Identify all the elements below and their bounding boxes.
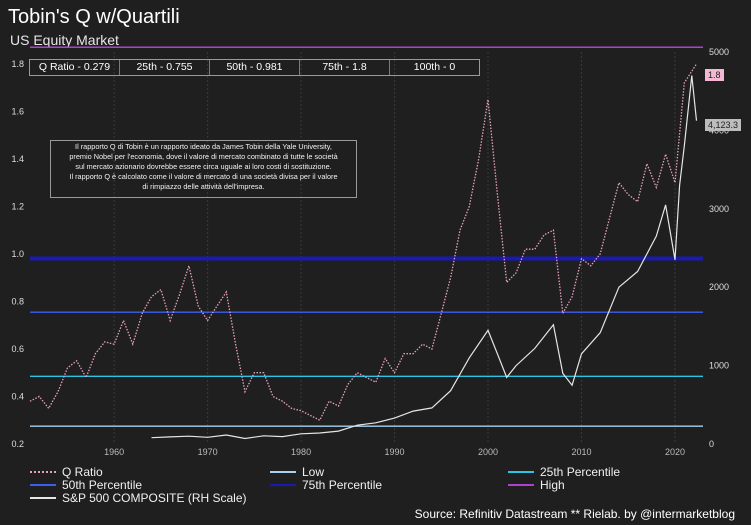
legend-item-75th: 75th Percentile [270, 477, 383, 492]
annotation-box: Il rapporto Q di Tobin è un rapporto ide… [50, 140, 357, 198]
annotation-line: sul mercato azionario dovrebbe essere ci… [75, 161, 332, 171]
source-note: Source: Refinitiv Datastream ** Rielab. … [414, 507, 735, 521]
legend-item-sp500: S&P 500 COMPOSITE (RH Scale) [30, 490, 247, 505]
y-right-tick-label: 5000 [709, 47, 729, 57]
legend-swatch [508, 483, 534, 486]
legend-swatch [508, 470, 534, 473]
chart-legend: Q Ratio Low 25th Percentile 50th Percent… [30, 465, 720, 505]
y-left-tick-label: 0.4 [11, 391, 24, 401]
legend-swatch [30, 496, 56, 499]
legend-swatch [270, 470, 296, 473]
quartile-25th: 25th - 0.755 [120, 60, 210, 75]
legend-label: Low [302, 464, 325, 479]
x-tick-label: 2000 [478, 447, 498, 457]
quartile-q-ratio: Q Ratio - 0.279 [30, 60, 120, 75]
chart-title: Tobin's Q w/Quartili [8, 6, 180, 28]
legend-label: 25th Percentile [540, 464, 621, 479]
legend-label: 75th Percentile [302, 477, 383, 492]
legend-label: High [540, 477, 565, 492]
y-right-tick-label: 3000 [709, 204, 729, 214]
quartile-50th: 50th - 0.981 [210, 60, 300, 75]
legend-label: 50th Percentile [62, 477, 143, 492]
y-right-tick-label: 1000 [709, 361, 729, 371]
y-right-tick-label: 2000 [709, 282, 729, 292]
x-tick-label: 1990 [385, 447, 405, 457]
x-tick-label: 1970 [198, 447, 218, 457]
y-left-tick-label: 1.4 [11, 154, 24, 164]
y-left-tick-label: 0.2 [11, 439, 24, 449]
legend-label: Q Ratio [62, 464, 103, 479]
quartile-100th: 100th - 0 [413, 61, 456, 73]
sp500-line [151, 75, 698, 440]
x-tick-label: 2010 [571, 447, 591, 457]
annotation-line: di rimpiazzo delle attività dell'impresa… [142, 181, 265, 191]
annotation-line: premio Nobel per l'economia, dove il val… [69, 151, 338, 161]
y-left-tick-label: 1.0 [11, 249, 24, 259]
x-tick-label: 2020 [665, 447, 685, 457]
y-left-tick-label: 1.2 [11, 201, 24, 211]
legend-item-50th: 50th Percentile [30, 477, 143, 492]
y-right-tick-label: 0 [709, 439, 714, 449]
quartile-summary-box: Q Ratio - 0.279 25th - 0.755 50th - 0.98… [29, 59, 480, 76]
q-ratio-last-tag: 1.8 [705, 69, 724, 81]
legend-label: S&P 500 COMPOSITE (RH Scale) [62, 490, 247, 505]
annotation-line: Il rapporto Q è calcolato come il valore… [69, 171, 338, 181]
plot-area [30, 52, 703, 444]
legend-swatch [30, 470, 56, 473]
x-tick-label: 1980 [291, 447, 311, 457]
annotation-line: Il rapporto Q di Tobin è un rapporto ide… [75, 142, 332, 151]
x-tick-label: 1960 [104, 447, 124, 457]
legend-item-low: Low [270, 464, 325, 479]
y-left-tick-label: 1.6 [11, 106, 24, 116]
legend-item-25th: 25th Percentile [508, 464, 621, 479]
sp500-last-tag: 4,123.3 [705, 119, 742, 131]
y-left-tick-label: 1.8 [11, 59, 24, 69]
y-left-tick-label: 0.8 [11, 296, 24, 306]
legend-swatch [270, 483, 296, 486]
q-ratio-line [29, 63, 698, 422]
legend-swatch [30, 483, 56, 486]
quartile-75th: 75th - 1.8 [300, 60, 390, 75]
legend-item-high: High [508, 477, 565, 492]
chart-subtitle: US Equity Market [10, 32, 119, 48]
y-left-tick-label: 0.6 [11, 344, 24, 354]
legend-item-q-ratio: Q Ratio [30, 464, 103, 479]
